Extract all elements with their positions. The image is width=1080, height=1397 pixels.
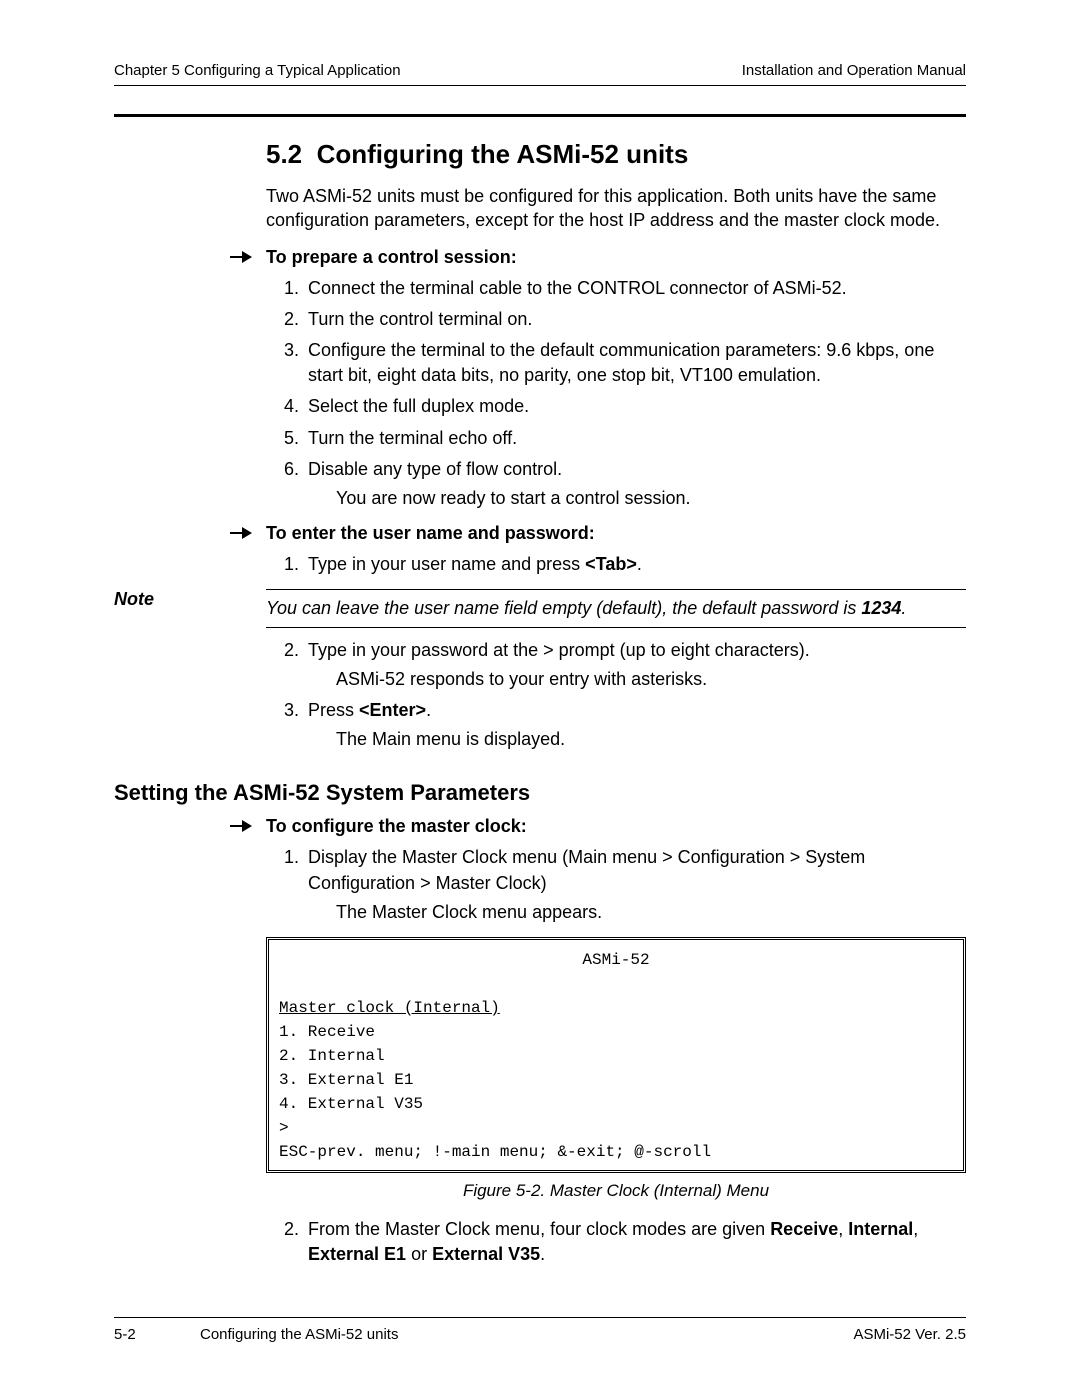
running-header: Chapter 5 Configuring a Typical Applicat… (114, 62, 966, 86)
step: From the Master Clock menu, four clock m… (304, 1217, 966, 1267)
step: Connect the terminal cable to the CONTRO… (304, 276, 966, 301)
arrow-icon (230, 525, 252, 541)
step: Display the Master Clock menu (Main menu… (304, 845, 966, 925)
steps-list: Connect the terminal cable to the CONTRO… (266, 276, 966, 512)
step: Type in your password at the > prompt (u… (304, 638, 966, 692)
step-text: Type in your password at the > prompt (u… (308, 640, 810, 660)
running-footer: 5-2 Configuring the ASMi-52 units ASMi-5… (114, 1317, 966, 1343)
procedure-configure-master-clock: To configure the master clock: (266, 816, 966, 837)
terminal-option: 3. External E1 (279, 1071, 413, 1089)
page: Chapter 5 Configuring a Typical Applicat… (0, 0, 1080, 1397)
terminal-screen: ASMi-52 Master clock (Internal) 1. Recei… (266, 937, 966, 1173)
section-intro: Two ASMi-52 units must be configured for… (266, 184, 966, 233)
terminal-heading: Master clock (Internal) (279, 996, 500, 1020)
header-left: Chapter 5 Configuring a Typical Applicat… (114, 62, 401, 79)
step-text: Type in your user name and press (308, 554, 585, 574)
content-area: 5.2 Configuring the ASMi-52 units Two AS… (266, 139, 966, 1267)
step-text: Disable any type of flow control. (308, 459, 562, 479)
note-body: You can leave the user name field empty … (266, 598, 861, 618)
procedure-enter-credentials: To enter the user name and password: (266, 523, 966, 544)
step-text-post: . (637, 554, 642, 574)
step-text: Display the Master Clock menu (Main menu… (308, 847, 865, 892)
note-text: You can leave the user name field empty … (266, 589, 966, 627)
steps-list: From the Master Clock menu, four clock m… (266, 1217, 966, 1267)
terminal-device: ASMi-52 (279, 948, 953, 972)
step: Select the full duplex mode. (304, 394, 966, 419)
mode-external-v35: External V35 (432, 1244, 540, 1264)
footer-right: ASMi-52 Ver. 2.5 (853, 1326, 966, 1343)
header-right: Installation and Operation Manual (742, 62, 966, 79)
mode-external-e1: External E1 (308, 1244, 406, 1264)
steps-list: Type in your password at the > prompt (u… (266, 638, 966, 753)
figure-caption: Figure 5-2. Master Clock (Internal) Menu (266, 1181, 966, 1201)
key-tab: <Tab> (585, 554, 637, 574)
note: Note You can leave the user name field e… (266, 589, 966, 627)
step-text: From the Master Clock menu, four clock m… (308, 1219, 770, 1239)
mode-receive: Receive (770, 1219, 838, 1239)
step: Turn the control terminal on. (304, 307, 966, 332)
step-result: You are now ready to start a control ses… (336, 486, 966, 511)
arrow-icon (230, 818, 252, 834)
section-heading: 5.2 Configuring the ASMi-52 units (266, 139, 966, 170)
note-body-post: . (901, 598, 906, 618)
key-enter: <Enter> (359, 700, 426, 720)
footer-page: 5-2 (114, 1326, 136, 1343)
step: Type in your user name and press <Tab>. (304, 552, 966, 577)
step-text-post: . (426, 700, 431, 720)
procedure-title: To prepare a control session: (266, 247, 517, 267)
step: Configure the terminal to the default co… (304, 338, 966, 388)
procedure-prepare-session: To prepare a control session: (266, 247, 966, 268)
step-text: Press (308, 700, 359, 720)
step: Turn the terminal echo off. (304, 426, 966, 451)
step: Disable any type of flow control. You ar… (304, 457, 966, 511)
procedure-title: To configure the master clock: (266, 816, 527, 836)
arrow-icon (230, 249, 252, 265)
steps-list: Display the Master Clock menu (Main menu… (266, 845, 966, 925)
terminal-option: 2. Internal (279, 1047, 385, 1065)
terminal-option: 1. Receive (279, 1023, 375, 1041)
step-result: The Main menu is displayed. (336, 727, 966, 752)
header-rule (114, 114, 966, 117)
step: Press <Enter>. The Main menu is displaye… (304, 698, 966, 752)
step-result: The Master Clock menu appears. (336, 900, 966, 925)
footer-center: Configuring the ASMi-52 units (200, 1326, 398, 1343)
terminal-option: 4. External V35 (279, 1095, 423, 1113)
terminal-prompt: > (279, 1119, 289, 1137)
subsection-heading: Setting the ASMi-52 System Parameters (114, 780, 966, 806)
note-password: 1234 (861, 598, 901, 618)
mode-internal: Internal (848, 1219, 913, 1239)
terminal-hint: ESC-prev. menu; !-main menu; &-exit; @-s… (279, 1143, 711, 1161)
step-result: ASMi-52 responds to your entry with aste… (336, 667, 966, 692)
section-number: 5.2 (266, 139, 302, 169)
procedure-title: To enter the user name and password: (266, 523, 595, 543)
note-label: Note (114, 589, 254, 610)
section-title: Configuring the ASMi-52 units (317, 139, 689, 169)
steps-list: Type in your user name and press <Tab>. (266, 552, 966, 577)
